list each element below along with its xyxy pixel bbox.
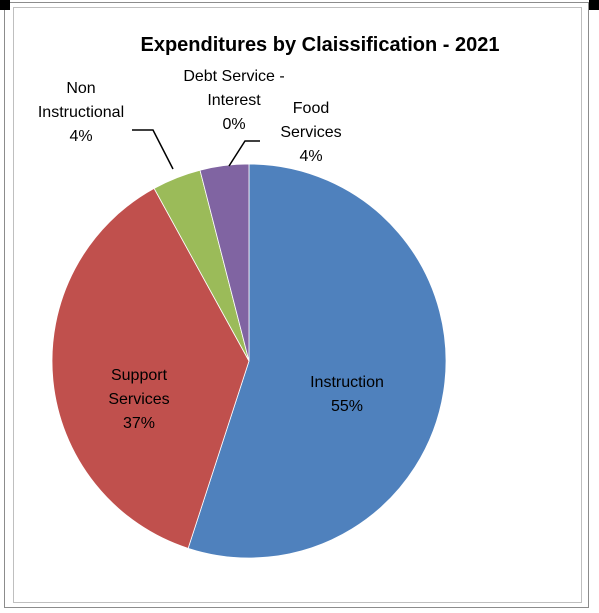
slice-label-non-instructional: Non Instructional 4%	[38, 80, 124, 145]
frame-corner-marker	[0, 0, 10, 10]
pie-slice-food-services	[199, 163, 250, 362]
pie-slice-support-services	[51, 187, 250, 549]
slice-label-debt-service-interest: Debt Service -Interest 0%	[183, 68, 284, 133]
frame-corner-marker	[589, 0, 599, 10]
chart-area	[13, 7, 582, 603]
pie-slice-instruction	[187, 163, 447, 559]
slice-label-support-services: Support Services 37%	[108, 367, 169, 432]
leader-line	[228, 140, 260, 167]
leader-line	[132, 129, 174, 170]
slice-label-food-services: Food Services 4%	[280, 100, 341, 165]
chart-frame	[4, 2, 589, 608]
slice-label-instruction: Instruction 55%	[310, 374, 384, 415]
chart-title: Expenditures by Claissification - 2021	[140, 34, 500, 56]
